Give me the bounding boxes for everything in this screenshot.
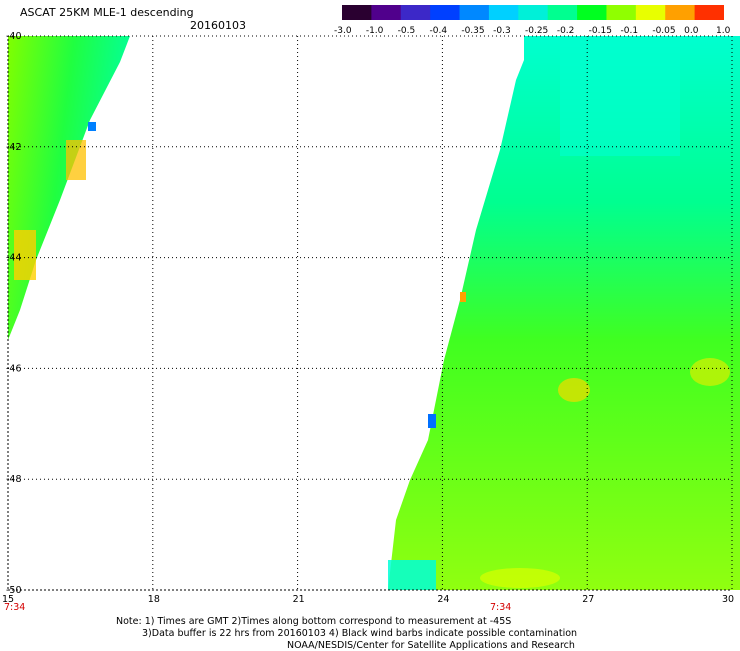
colorbar-segment <box>547 5 578 20</box>
map-labels: 15 18 21 24 27 30 -40 -42 -44 -46 -48 -50 7:34 7:34 <box>2 31 734 613</box>
colorbar-tick-label: 0.0 <box>684 26 699 36</box>
east-orange-pixel <box>460 292 466 302</box>
longitude-label: 15 <box>2 594 14 605</box>
colorbar-segment <box>342 5 372 20</box>
colorbar-tick-label: -3.0 <box>334 26 352 36</box>
colorbar-segment <box>430 5 461 20</box>
map-date: 20160103 <box>190 19 246 32</box>
colorbar-tick-label: -0.5 <box>397 26 416 36</box>
west-swath <box>8 36 130 340</box>
latitude-label: -50 <box>6 585 22 596</box>
colorbar-tick-label: -0.3 <box>493 26 511 36</box>
colorbar-segment <box>577 5 607 20</box>
east-blue-pixel <box>428 414 436 428</box>
latitude-label: -42 <box>6 142 22 153</box>
colorbar-segment <box>400 5 431 20</box>
note-line-1: Note: 1) Times are GMT 2)Times along bot… <box>116 616 512 627</box>
latitude-label: -40 <box>6 31 22 42</box>
map-frame <box>7 35 733 591</box>
note-line-3: NOAA/NESDIS/Center for Satellite Applica… <box>287 640 575 651</box>
east-swath <box>388 36 740 590</box>
latitude-label: -44 <box>6 253 22 264</box>
colorbar-tick-label: -0.15 <box>588 26 612 36</box>
west-blue-pixel <box>88 122 96 131</box>
colorbar-segment <box>518 5 549 20</box>
colorbar-segment <box>371 5 402 20</box>
west-warm-patch <box>14 230 36 280</box>
colorbar-segment <box>694 5 724 20</box>
colorbar-tick-label: -0.05 <box>652 26 676 36</box>
longitude-label: 18 <box>148 594 160 605</box>
latitude-label: -46 <box>6 363 22 374</box>
colorbar-tick-label: -1.0 <box>365 26 384 36</box>
west-warm-patch-2 <box>66 140 86 180</box>
longitude-label: 30 <box>722 594 734 605</box>
colorbar-labels: -3.0 -1.0 -0.5 -0.4 -0.35 -0.3 -0.25 -0.2 -0.15-… <box>330 26 730 38</box>
map-title: ASCAT 25KM MLE-1 descending <box>20 6 194 19</box>
note-line-2: 3)Data buffer is 22 hrs from 20160103 4)… <box>142 628 578 639</box>
colorbar-segment <box>665 5 696 20</box>
colorbar-tick-label: -0.1 <box>620 26 639 36</box>
colorbar <box>342 5 724 20</box>
longitude-label: 21 <box>293 594 305 605</box>
colorbar-tick-label: -0.4 <box>429 26 448 36</box>
colorbar-tick-label: 1.0 <box>716 26 731 36</box>
east-cyan-edge <box>388 560 436 590</box>
colorbar-segment <box>606 5 637 20</box>
east-yellow-patch <box>558 378 590 402</box>
latitude-label: -48 <box>6 474 22 485</box>
colorbar-tick-label: -0.25 <box>525 26 549 36</box>
east-cyan-area <box>560 36 680 156</box>
east-yellow-patch-2 <box>690 358 730 386</box>
pass-time-label: 7:34 <box>4 602 25 613</box>
colorbar-segment <box>635 5 666 20</box>
colorbar-segment <box>459 5 490 20</box>
longitude-label: 27 <box>582 594 594 605</box>
map-grid <box>7 35 733 591</box>
pass-time-label: 7:34 <box>490 602 511 613</box>
colorbar-segment <box>488 5 519 20</box>
colorbar-tick-label: -0.2 <box>556 26 575 36</box>
colorbar-tick-label: -0.35 <box>461 26 485 36</box>
longitude-label: 24 <box>437 594 449 605</box>
east-yellow-patch-3 <box>480 568 560 588</box>
